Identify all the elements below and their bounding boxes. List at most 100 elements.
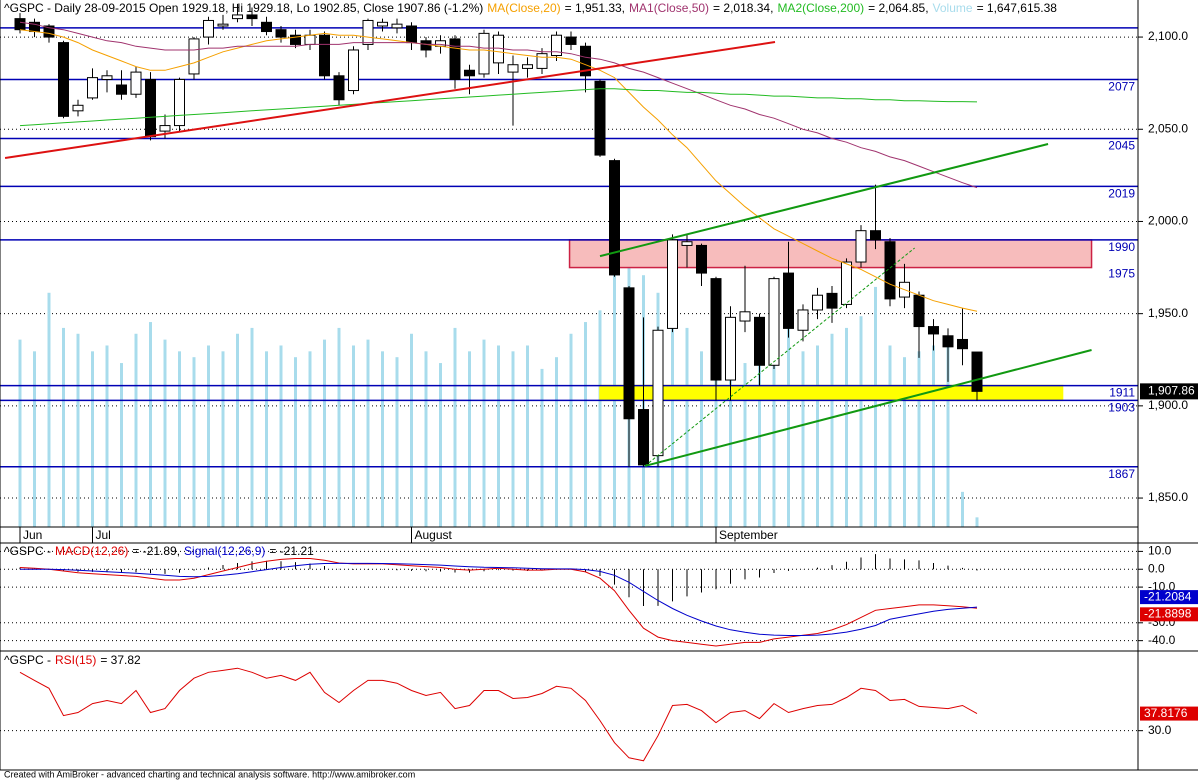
- candle-body: [188, 38, 200, 75]
- indicator-line: [19, 667, 978, 762]
- candle-body: [826, 292, 838, 309]
- x-tick-label: September: [719, 528, 778, 542]
- candle-body: [884, 241, 896, 300]
- level-label: 1903: [1108, 400, 1135, 414]
- candle-body: [971, 351, 983, 392]
- candle-body: [58, 42, 69, 117]
- layers: 1,850.0 1,900.0 1,950.0 2,000.0 2,050.0 2,100…: [0, 1, 1198, 762]
- candle-body: [333, 75, 345, 101]
- y-tick-label: 1,850.0: [1148, 490, 1188, 504]
- volume-bar: [424, 351, 428, 527]
- volume-bar: [207, 345, 210, 527]
- volume-bar: [787, 327, 790, 527]
- volume-bar: [700, 351, 703, 527]
- volume-bar: [294, 357, 297, 527]
- volume-bar: [33, 351, 36, 527]
- volume-bar: [540, 368, 544, 527]
- volume-bar: [18, 339, 22, 527]
- trend-line: [644, 349, 1092, 467]
- volume-bar: [743, 363, 747, 527]
- candle-body: [522, 64, 533, 69]
- candle-body: [783, 272, 794, 329]
- volume-bar: [598, 310, 602, 527]
- candle-body: [246, 14, 258, 20]
- candle-body: [174, 78, 185, 127]
- volume-bar: [482, 339, 486, 527]
- candle-body: [377, 21, 388, 27]
- volume-bar: [859, 316, 863, 527]
- indicator-line: [19, 88, 978, 127]
- candle-body: [159, 125, 171, 132]
- candle-body: [652, 329, 664, 457]
- volume-bar: [758, 351, 761, 527]
- candle-body: [217, 23, 229, 27]
- candle-body: [275, 29, 287, 38]
- volume-bar: [961, 491, 964, 527]
- y-tick-label: -10.0: [1148, 579, 1176, 593]
- title: ^GSPC -: [4, 653, 51, 667]
- volume-bar: [352, 345, 355, 527]
- candle-body: [261, 21, 272, 33]
- candle-body: [43, 25, 55, 38]
- volume-bar: [729, 345, 732, 527]
- volume-bar: [845, 327, 848, 527]
- volume-bar: [134, 333, 138, 527]
- last-price-label: 1,907.86: [1148, 384, 1195, 398]
- volume-bar: [714, 316, 718, 527]
- candle-body: [406, 25, 417, 44]
- level-label: 2077: [1108, 80, 1135, 94]
- legend-value: = 1,951.33,: [565, 1, 625, 15]
- candle-body: [116, 84, 127, 95]
- candle-body: [681, 241, 693, 246]
- y-tick-label: -40.0: [1148, 633, 1176, 647]
- level-label: 1990: [1108, 240, 1135, 254]
- volume-bar: [120, 363, 123, 527]
- volume-bar: [91, 351, 94, 527]
- value-box: [1140, 706, 1198, 721]
- volume-bar: [149, 322, 152, 527]
- candle-body: [725, 316, 736, 381]
- volume-bar: [323, 339, 326, 527]
- legend-name: Signal(12,26,9): [184, 544, 265, 558]
- x-tick-label: Jun: [23, 528, 42, 542]
- volume-bar: [221, 351, 225, 527]
- value-box-label: 37.8176: [1144, 706, 1188, 720]
- volume-bar: [888, 345, 892, 527]
- price-zone: [599, 384, 1064, 402]
- candle-body: [638, 409, 649, 466]
- legend-name: Volume: [933, 1, 973, 15]
- volume-bar: [76, 333, 80, 527]
- candle-body: [551, 34, 562, 57]
- legend-name: MA1(Close,50): [629, 1, 709, 15]
- legend-value: = -21.21: [269, 544, 314, 558]
- y-tick-label: 30.0: [1148, 723, 1172, 737]
- candle-body: [797, 309, 809, 331]
- volume-bar: [468, 351, 471, 527]
- candle-body: [754, 316, 765, 366]
- volume-bar: [381, 351, 384, 527]
- volume-bar: [830, 333, 834, 527]
- volume-bar: [685, 327, 689, 527]
- level-label: 1867: [1108, 467, 1135, 481]
- volume-bar: [555, 357, 558, 527]
- volume-bar: [932, 345, 935, 527]
- volume-bar: [671, 304, 674, 527]
- indicator-line: [19, 21, 978, 189]
- title: ^GSPC - Daily 28-09-2015 Open 1929.18, H…: [4, 1, 483, 15]
- indicator-line: [20, 562, 978, 636]
- volume-bar: [903, 357, 906, 527]
- candle-body: [464, 69, 475, 77]
- volume-bar: [410, 333, 413, 527]
- y-tick-label: 10.0: [1148, 544, 1172, 558]
- y-tick-label: 2,100.0: [1148, 29, 1188, 43]
- volume-bar: [453, 327, 457, 527]
- zone-label: 1975: [1108, 267, 1135, 281]
- volume-bar: [395, 357, 399, 527]
- x-tick-label: Jul: [96, 528, 111, 542]
- value-box: [1140, 607, 1198, 622]
- title: ^GSPC -: [4, 544, 51, 558]
- candle-body: [362, 19, 374, 45]
- candle-body: [101, 75, 113, 80]
- volume-bar: [337, 327, 341, 527]
